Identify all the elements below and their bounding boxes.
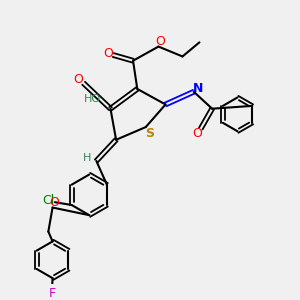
Text: O: O (103, 47, 113, 60)
Text: HO: HO (83, 94, 101, 104)
Text: N: N (193, 82, 203, 95)
Text: F: F (48, 287, 56, 300)
Text: O: O (73, 74, 83, 86)
Text: O: O (193, 127, 202, 140)
Text: O: O (49, 196, 59, 209)
Text: H: H (83, 153, 92, 163)
Text: O: O (155, 35, 165, 48)
Text: Cl: Cl (42, 194, 55, 207)
Text: S: S (146, 127, 154, 140)
